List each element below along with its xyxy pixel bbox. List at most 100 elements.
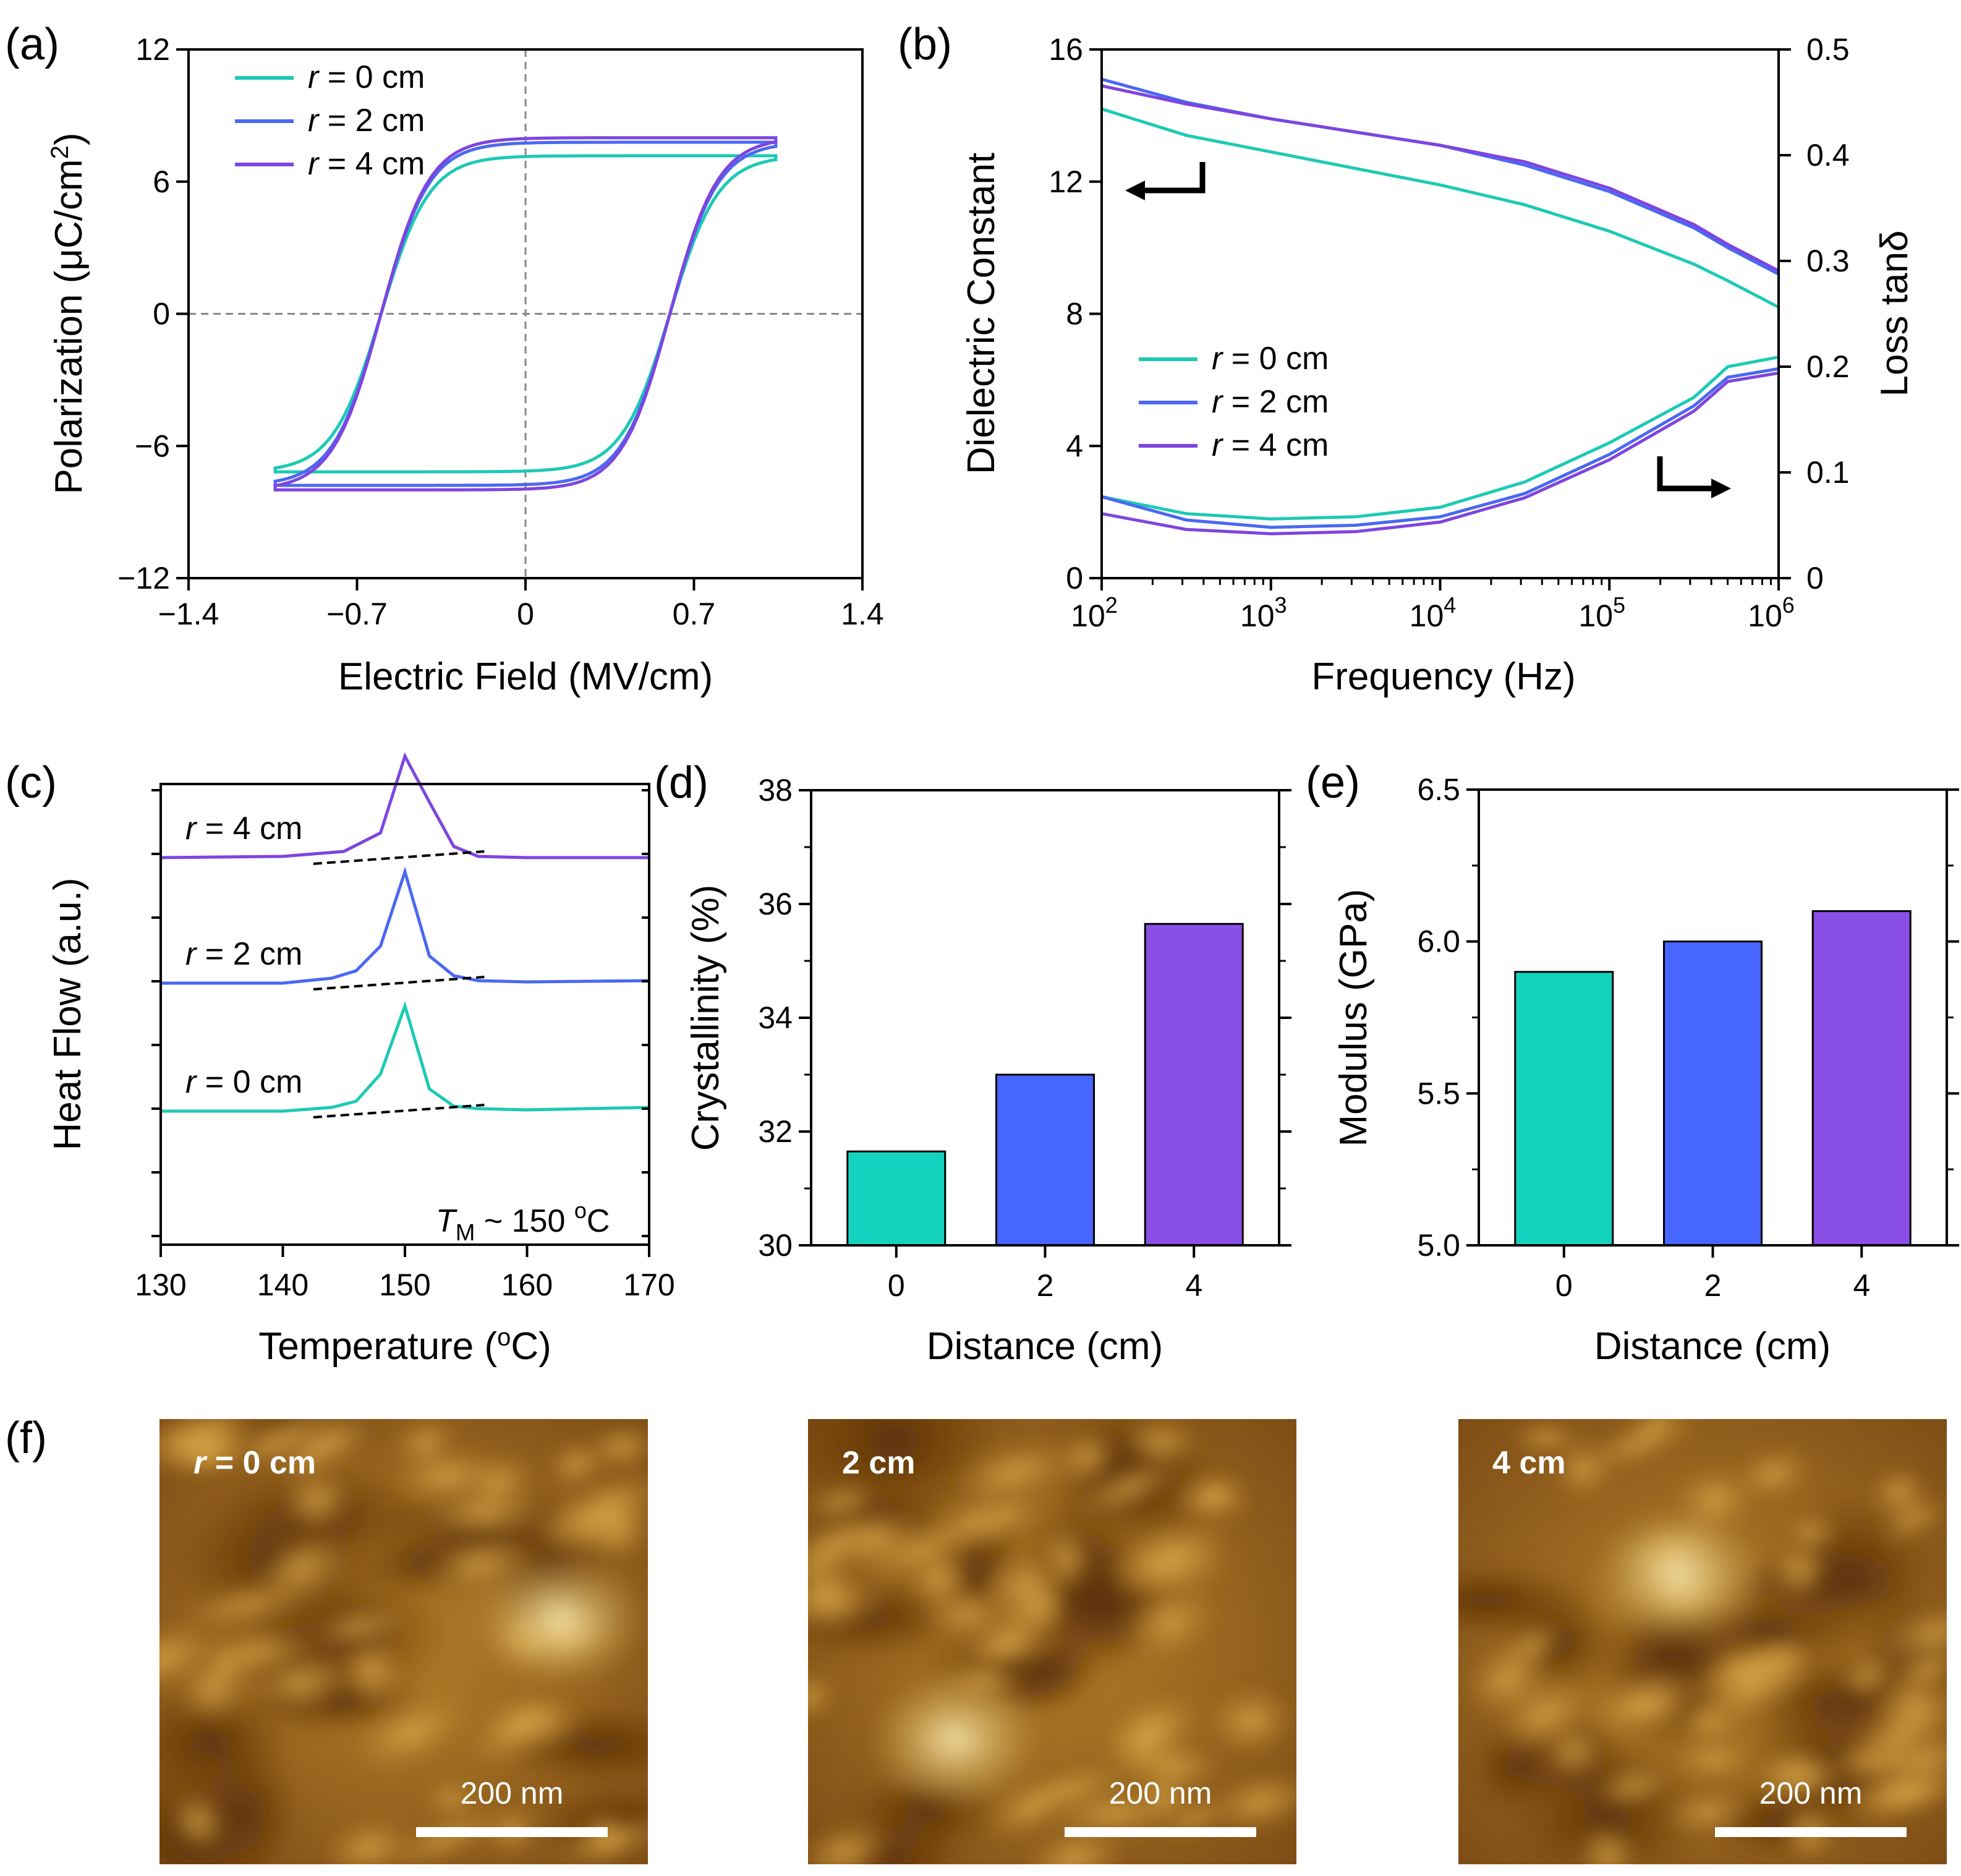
- bar-ytick-label: 5.0: [1417, 1228, 1460, 1263]
- afm-grain: [1108, 1522, 1231, 1587]
- panel-c-curve-symbol: r: [185, 936, 198, 972]
- bar-xtick-label: 0: [1555, 1268, 1573, 1303]
- scale-bar-label-0: 200 nm: [461, 1776, 564, 1810]
- panel-b-dielectric-line-0: [1101, 107, 1780, 309]
- afm-grain: [1628, 1419, 1683, 1440]
- panel-e-x-title: Distance (cm): [1594, 1325, 1831, 1368]
- bar-xtick-label: 0: [888, 1268, 905, 1303]
- afm-grain: [467, 1693, 569, 1766]
- afm-texture-0: [160, 1419, 648, 1864]
- afm-image-0: r = 0 cm 200 nm: [160, 1419, 648, 1864]
- panel-b-xtick-exp: 4: [1444, 592, 1456, 618]
- afm-grain: [951, 1441, 1076, 1504]
- panel-b-frame: [1100, 48, 1780, 579]
- panel-c-curve-symbol: r: [185, 1064, 198, 1100]
- bar-ytick-label: 34: [758, 1000, 793, 1035]
- afm-grain: [307, 1611, 408, 1645]
- panel-a-legend-item-1-symbol: r: [308, 103, 320, 139]
- panel-a-xtick-label: −0.7: [326, 597, 388, 631]
- panel-d-bar-4: [1144, 923, 1244, 1247]
- panel-b-label: (b): [898, 20, 952, 69]
- afm-grain: [1497, 1624, 1566, 1668]
- bar-ytick-label: 30: [758, 1228, 793, 1263]
- panel-e-ticks: 0 2 4 5.0 5.5 6.0 6.5: [1417, 772, 1959, 1303]
- panel-c-baseline-1: [313, 976, 485, 991]
- panel-b-y2tick-label: 0.3: [1806, 244, 1850, 278]
- panel-a-label: (a): [5, 20, 59, 69]
- panel-c-ticks: 130 140 150 160 170: [135, 789, 675, 1302]
- bar-xtick-label: 4: [1185, 1268, 1202, 1303]
- panel-a-legend-item-1-label: r = 2 cm: [308, 103, 425, 139]
- afm-grain: [969, 1624, 1040, 1669]
- panel-a-legend-item-0-text: = 0 cm: [318, 59, 425, 95]
- panel-b-legend-item-1-symbol: r: [1212, 384, 1224, 420]
- afm-label-1: 2 cm: [842, 1445, 916, 1481]
- panel-b-xtick-label: 104: [1410, 592, 1457, 633]
- afm-grain: [1784, 1516, 1837, 1548]
- arrow-left-icon: [1125, 162, 1206, 200]
- panel-a-xtick-label: −1.4: [158, 597, 219, 631]
- panel-c-x-title: Temperature (oC): [258, 1324, 551, 1368]
- panel-b-xtick-label: 103: [1240, 592, 1287, 633]
- panel-a-xtick-label: 0: [517, 597, 534, 631]
- afm-grain: [253, 1533, 349, 1605]
- panel-b-legend: r = 0 cmr = 2 cmr = 4 cm: [1139, 341, 1329, 463]
- bar-ytick-label: 6.0: [1417, 924, 1460, 959]
- panel-b-ytick-label: 0: [1066, 561, 1083, 595]
- afm-grain: [1880, 1603, 1947, 1666]
- afm-grain: [343, 1639, 401, 1703]
- panel-b-legend-item-2-symbol: r: [1212, 427, 1224, 463]
- panel-a-legend-item-1-text: = 2 cm: [318, 103, 425, 139]
- afm-grain: [160, 1422, 263, 1476]
- afm-grain: [1594, 1768, 1671, 1806]
- afm-image-1: 2 cm 200 nm: [808, 1419, 1296, 1864]
- panel-d-bar-0: [846, 1150, 946, 1247]
- panel-b-legend-item-0-label: r = 0 cm: [1212, 341, 1329, 377]
- afm-grain: [194, 1635, 325, 1670]
- afm-grains: [808, 1419, 1296, 1864]
- afm-bright-region: [868, 1671, 1041, 1808]
- afm-grain: [1011, 1766, 1130, 1812]
- panel-c-dsc: (c) 130 140 150 160 170 r = 4 cmr = 2 cmr = …: [5, 752, 675, 1368]
- scale-bar-0: [416, 1827, 608, 1837]
- panel-b-loss-line-1: [1101, 367, 1779, 529]
- panel-c-xtick-label: 150: [379, 1268, 430, 1302]
- afm-grain: [1124, 1585, 1217, 1660]
- afm-grain: [808, 1673, 836, 1721]
- afm-grain: [1120, 1419, 1202, 1466]
- panel-b-xtick-base: 10: [1240, 599, 1275, 633]
- panel-c-label: (c): [5, 758, 57, 808]
- panel-a-ytick-label: −6: [135, 428, 170, 463]
- afm-grain: [1870, 1734, 1947, 1787]
- afm-bright-region: [1591, 1507, 1765, 1643]
- afm-texture-2: [1458, 1419, 1947, 1864]
- afm-grain: [1733, 1448, 1814, 1500]
- panel-c-curve-text: = 0 cm: [196, 1064, 302, 1100]
- panel-b-dielectric-line-2: [1101, 84, 1780, 273]
- panel-b-legend-item-2-label: r = 4 cm: [1212, 427, 1329, 463]
- bar-ytick-label: 5.5: [1417, 1076, 1460, 1111]
- panel-a-loop-2: [273, 136, 778, 492]
- afm-label-text: 2 cm: [842, 1445, 916, 1481]
- afm-grain: [286, 1419, 377, 1470]
- panel-b-xtick-base: 10: [1071, 599, 1105, 633]
- afm-grains: [1458, 1419, 1947, 1864]
- panel-c-baseline-0: [313, 850, 485, 865]
- panel-e-bar-2: [1663, 940, 1763, 1247]
- afm-grain: [1841, 1659, 1892, 1694]
- afm-grain: [1173, 1475, 1253, 1522]
- panel-b-xtick-base: 10: [1410, 599, 1444, 633]
- panel-f-afm: (f) r = 0 cm 200 nm 2 cm 200 nm 4 cm 200 nm: [5, 1413, 1947, 1864]
- afm-grains: [160, 1419, 648, 1864]
- panel-d-x-title: Distance (cm): [927, 1325, 1163, 1368]
- afm-grain: [909, 1547, 968, 1611]
- panel-b-legend-item-0-text: = 0 cm: [1222, 341, 1329, 377]
- afm-grain: [422, 1486, 547, 1538]
- panel-b-y2tick-label: 0.1: [1806, 455, 1850, 490]
- afm-grain: [1510, 1422, 1581, 1453]
- panel-b-ytick-label: 4: [1066, 428, 1083, 463]
- panel-a-legend-item-2-text: = 4 cm: [318, 146, 425, 182]
- afm-grain: [1873, 1674, 1947, 1739]
